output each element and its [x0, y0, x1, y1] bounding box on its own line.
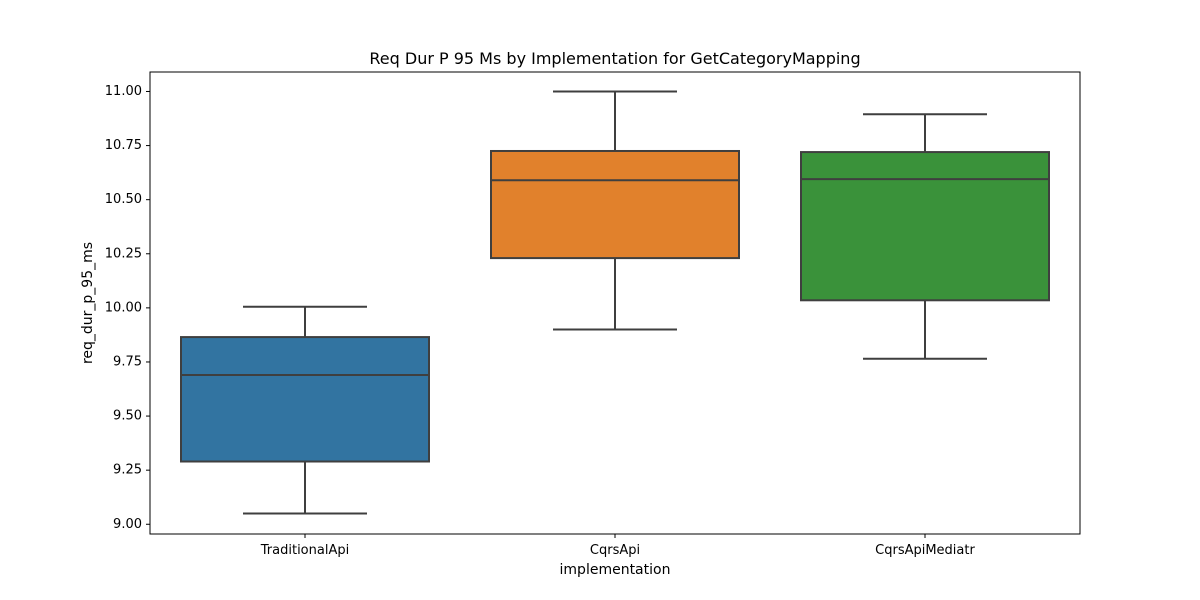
y-tick-label: 11.00	[105, 84, 142, 99]
box-TraditionalApi	[180, 305, 430, 515]
box-iqr	[490, 149, 740, 260]
x-tick-label: CqrsApi	[590, 543, 640, 558]
y-axis: 9.00 9.25 9.50 9.75 10.00 10.25 10.50 10.75 11.0…	[105, 84, 150, 532]
chart-title: Req Dur P 95 Ms by Implementation for Ge…	[369, 49, 860, 68]
box-iqr	[800, 151, 1050, 302]
y-tick-label: 10.50	[105, 192, 142, 207]
y-tick-label: 10.00	[105, 300, 142, 315]
y-tick-label: 10.75	[105, 138, 142, 153]
y-tick-label: 10.25	[105, 246, 142, 261]
y-tick-label: 9.50	[113, 409, 142, 424]
y-axis-label: req_dur_p_95_ms	[80, 242, 96, 364]
x-axis: TraditionalApi CqrsApi CqrsApiMediatr	[260, 534, 975, 558]
y-tick-label: 9.75	[113, 354, 142, 369]
x-tick-label: CqrsApiMediatr	[875, 543, 975, 558]
y-tick-label: 9.00	[113, 517, 142, 532]
box-CqrsApiMediatr	[800, 113, 1050, 360]
x-axis-label: implementation	[560, 562, 671, 578]
box-CqrsApi	[490, 90, 740, 331]
box-iqr	[180, 336, 430, 463]
boxes-group	[180, 90, 1050, 515]
y-tick-label: 9.25	[113, 463, 142, 478]
x-tick-label: TraditionalApi	[260, 543, 349, 558]
